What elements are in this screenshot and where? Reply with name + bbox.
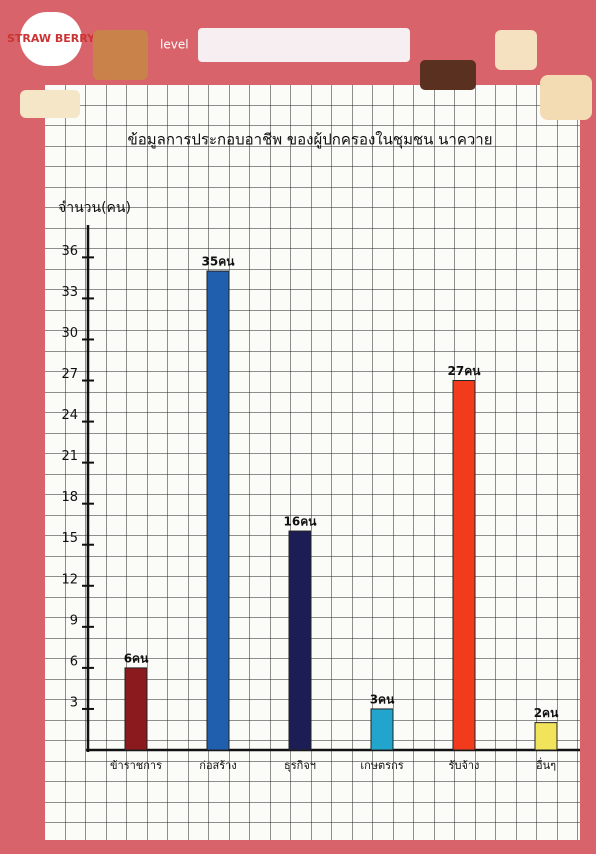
value-label: 16คน [284, 515, 318, 529]
cake-icon [495, 30, 537, 70]
x-tick-label: รับจ้าง [449, 759, 480, 772]
value-label: 6คน [124, 651, 149, 665]
bar [370, 708, 394, 751]
y-tick-label: 9 [70, 613, 78, 628]
cake-icon [20, 90, 80, 118]
y-tick-label: 24 [61, 408, 78, 423]
level-text: level [160, 38, 189, 52]
bar [452, 380, 476, 751]
y-tick-label: 18 [61, 490, 78, 505]
bar [534, 722, 558, 751]
x-tick-label: ข้าราชการ [110, 759, 162, 772]
cake-icon [540, 75, 592, 120]
value-label: 3คน [370, 692, 395, 706]
value-label: 2คน [534, 706, 559, 720]
chart-title: ข้อมูลการประกอบอาชีพ ของผู้ปกครองในชุมชน… [127, 131, 492, 150]
value-label: 27คน [448, 364, 482, 378]
brand-badge [20, 12, 82, 66]
brand-text: STRAW BERRY [7, 32, 96, 45]
value-label: 35คน [202, 255, 236, 269]
bar [288, 530, 312, 751]
y-tick-label: 15 [61, 531, 78, 546]
bar [206, 270, 230, 751]
y-tick-label: 12 [61, 572, 78, 587]
y-tick-label: 33 [61, 285, 78, 300]
level-box [198, 28, 410, 62]
y-tick-label: 3 [70, 695, 78, 710]
y-axis-label: จำนวน(คน) [58, 200, 131, 216]
x-tick-label: ธุรกิจฯ [284, 759, 316, 772]
cake-icon [420, 60, 476, 90]
y-tick-label: 21 [61, 449, 78, 464]
y-tick-label: 36 [61, 244, 78, 259]
y-tick-label: 27 [61, 367, 78, 382]
cake-icon [93, 30, 148, 80]
y-tick-label: 30 [61, 326, 78, 341]
x-tick-label: อื่นๆ [536, 757, 556, 772]
y-tick-label: 6 [70, 654, 78, 669]
x-tick-label: ก่อสร้าง [199, 759, 236, 772]
x-tick-label: เกษตรกร [360, 759, 403, 772]
bar [124, 667, 148, 751]
